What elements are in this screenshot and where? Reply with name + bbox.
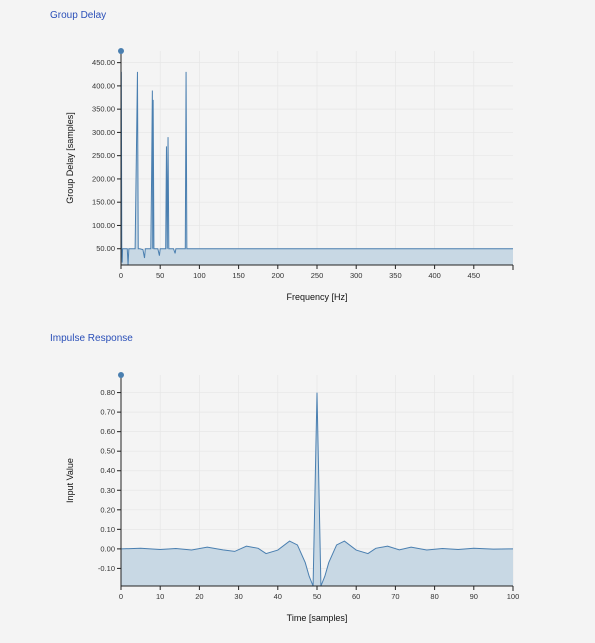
y-tick-label: 350.00: [92, 105, 115, 114]
x-tick-label: 100: [507, 592, 520, 601]
x-axis-title: Time [samples]: [287, 613, 348, 623]
y-tick-label: 400.00: [92, 81, 115, 90]
x-tick-label: 0: [119, 592, 123, 601]
y-tick-label: 150.00: [92, 198, 115, 207]
x-axis-title: Frequency [Hz]: [286, 292, 347, 302]
x-tick-label: 150: [232, 271, 245, 280]
group-delay-chart[interactable]: 0 50 100 150 200 250 300 350 400 450 50.00 100.00 15…: [0, 0, 595, 320]
x-tick-label: 50: [313, 592, 321, 601]
y-tick-label: 50.00: [96, 244, 115, 253]
x-tick-label: 400: [428, 271, 441, 280]
x-tick-label: 0: [119, 271, 123, 280]
y-tick-label: -0.10: [98, 564, 115, 573]
y-tick-label: 0.40: [100, 466, 115, 475]
y-tick-label: 0.50: [100, 447, 115, 456]
y-tick-label: 100.00: [92, 221, 115, 230]
y-tick-label: 0.70: [100, 408, 115, 417]
axis-origin-marker: [118, 372, 124, 378]
x-tick-label: 100: [193, 271, 206, 280]
y-tick-label: 0.20: [100, 505, 115, 514]
impulse-response-title[interactable]: Impulse Response: [50, 333, 133, 344]
series-line: [120, 392, 514, 587]
y-tick-label: 0.60: [100, 427, 115, 436]
x-tick-label: 30: [234, 592, 242, 601]
y-axis-title: Group Delay [samples]: [65, 112, 75, 204]
series-area: [121, 392, 513, 586]
group-delay-panel: Group Delay 0 50 100 150 200 250 300 350 400 450 5…: [0, 0, 595, 320]
x-tick-label: 20: [195, 592, 203, 601]
x-tick-label: 50: [156, 271, 164, 280]
x-tick-label: 60: [352, 592, 360, 601]
axis-origin-marker: [118, 48, 124, 54]
y-tick-label: 0.80: [100, 388, 115, 397]
series-line: [120, 71, 513, 266]
x-tick-label: 10: [156, 592, 164, 601]
x-tick-label: 350: [389, 271, 402, 280]
x-tick-label: 450: [468, 271, 481, 280]
x-tick-label: 200: [272, 271, 285, 280]
impulse-response-panel: Impulse Response 0 10 20 30 40 50 60 70 80 90 100 -…: [0, 323, 595, 643]
impulse-response-chart[interactable]: 0 10 20 30 40 50 60 70 80 90 100 -0.10 0.00 0.10 0.20 0…: [0, 323, 595, 643]
y-tick-label: 300.00: [92, 128, 115, 137]
x-tick-label: 40: [274, 592, 282, 601]
x-tick-label: 90: [470, 592, 478, 601]
x-tick-label: 70: [391, 592, 399, 601]
y-tick-label: 0.00: [100, 544, 115, 553]
y-tick-label: 200.00: [92, 174, 115, 183]
x-tick-label: 80: [430, 592, 438, 601]
y-tick-label: 0.30: [100, 486, 115, 495]
x-tick-label: 250: [311, 271, 324, 280]
y-axis-title: Input Value: [65, 458, 75, 503]
y-tick-label: 450.00: [92, 58, 115, 67]
x-tick-label: 300: [350, 271, 363, 280]
y-tick-label: 0.10: [100, 525, 115, 534]
group-delay-title[interactable]: Group Delay: [50, 10, 107, 21]
y-tick-label: 250.00: [92, 151, 115, 160]
